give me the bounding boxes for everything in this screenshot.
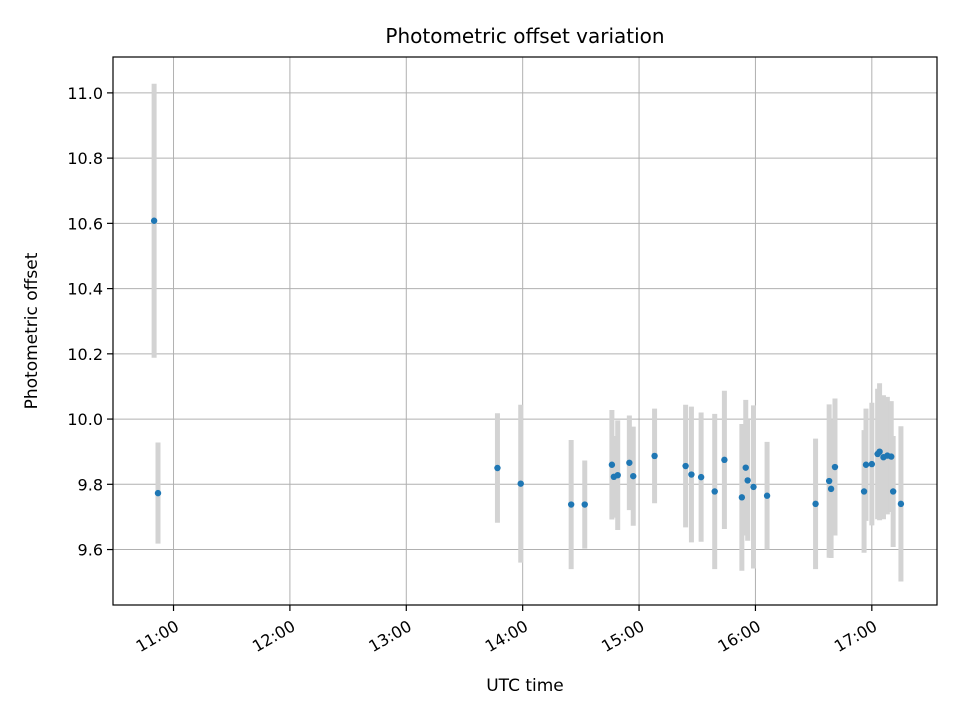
data-point [889, 488, 897, 495]
y-tick-label: 10.0 [67, 410, 103, 429]
y-tick-label: 10.8 [67, 149, 103, 168]
data-point [697, 473, 705, 481]
y-axis-label: Photometric offset [22, 252, 42, 409]
data-point [812, 500, 819, 508]
data-point [827, 485, 835, 493]
data-point [682, 462, 689, 470]
data-point [567, 501, 575, 508]
data-point [651, 452, 658, 460]
y-tick-label: 10.2 [67, 345, 103, 364]
data-point [711, 488, 718, 495]
data-point [614, 471, 621, 479]
data-point [688, 471, 695, 478]
plot-area [113, 57, 937, 605]
data-point [581, 501, 588, 508]
data-point [860, 488, 868, 495]
y-tick-label: 9.6 [78, 541, 103, 560]
data-point [744, 477, 751, 484]
data-point [831, 463, 839, 471]
data-point [150, 217, 158, 224]
data-point [868, 460, 876, 468]
data-point [825, 477, 833, 485]
data-point [626, 459, 633, 466]
data-points [150, 217, 905, 508]
data-point [763, 492, 771, 499]
y-tick-label: 10.4 [67, 280, 103, 299]
y-tick-label: 10.6 [67, 214, 103, 233]
data-point [517, 480, 524, 487]
chart-title: Photometric offset variation [385, 24, 664, 48]
data-point [888, 453, 895, 460]
y-tick-label: 9.8 [78, 475, 103, 494]
data-point [154, 489, 162, 497]
data-point [897, 500, 905, 508]
y-axis: 9.6 9.8 10.0 10.2 10.4 10.6 10.8 11.0 [67, 84, 113, 560]
plot-frame [112, 56, 938, 606]
grid [113, 57, 937, 605]
data-point [738, 494, 746, 501]
x-axis-label: UTC time [486, 676, 564, 696]
data-point [608, 461, 616, 468]
y-tick-label: 11.0 [67, 84, 103, 103]
data-point [494, 464, 501, 472]
data-point [721, 456, 728, 464]
data-point [862, 461, 870, 468]
data-point [876, 448, 883, 455]
data-point [742, 464, 749, 471]
data-point [630, 472, 637, 480]
data-point [750, 483, 757, 491]
